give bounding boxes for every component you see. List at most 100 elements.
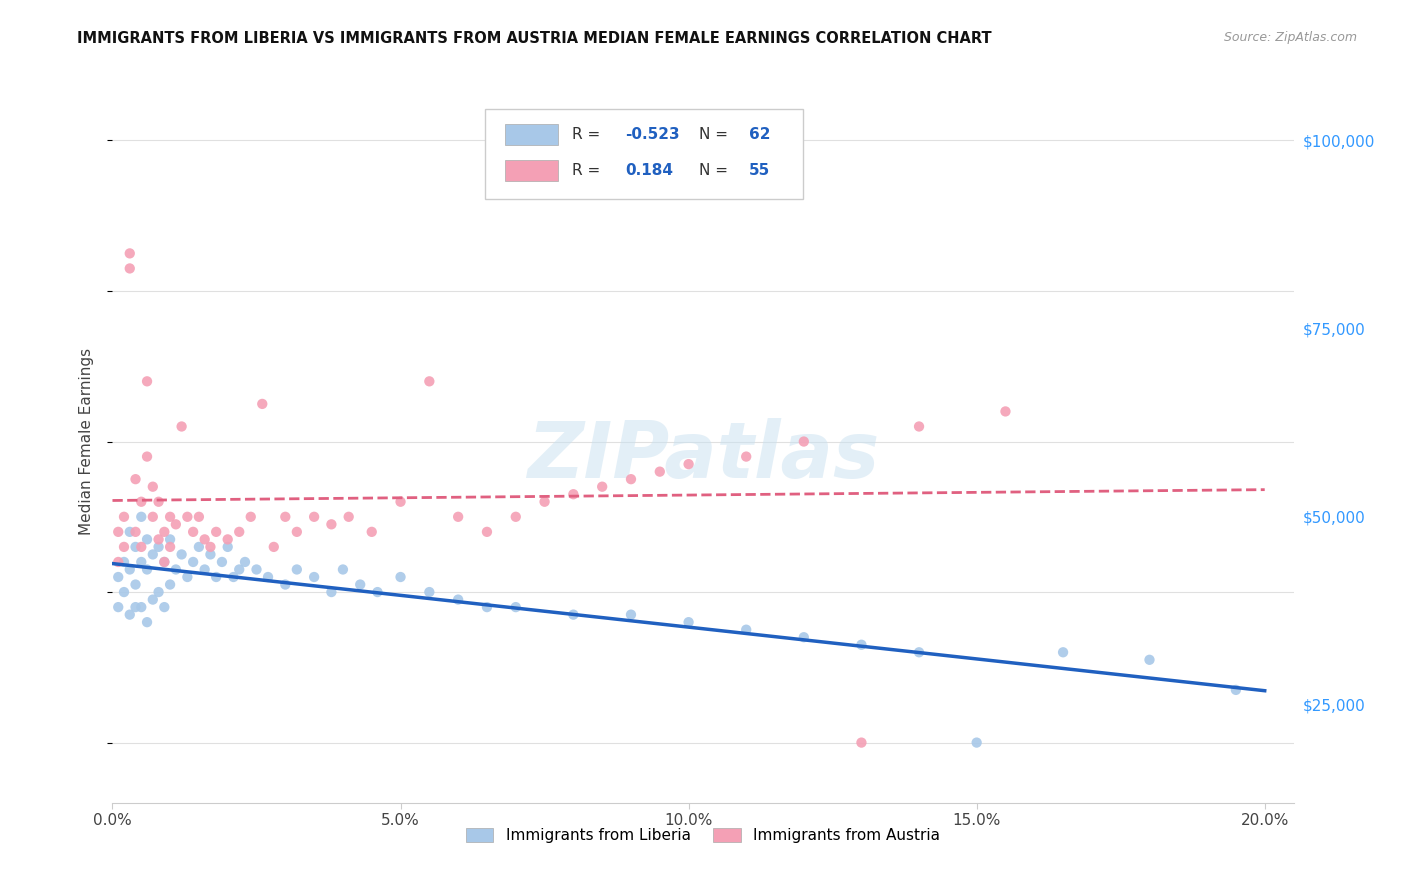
Point (239, 509, 262, 524)
Point (321, 585, 343, 599)
Point (321, 517, 343, 532)
Point (475, 600, 498, 615)
Point (205, 524, 228, 539)
Point (211, 555, 233, 569)
Point (112, 509, 135, 524)
Point (112, 585, 135, 599)
Point (263, 540, 285, 554)
Text: 0.184: 0.184 (626, 163, 673, 178)
Point (620, 607, 643, 622)
Point (181, 555, 204, 569)
Point (349, 577, 371, 591)
Point (257, 570, 280, 584)
Point (505, 509, 527, 524)
Point (620, 472, 643, 486)
Point (170, 548, 193, 562)
Point (228, 524, 250, 539)
Y-axis label: Median Female Earnings: Median Female Earnings (79, 348, 94, 535)
Point (118, 562, 141, 576)
Point (112, 540, 135, 554)
Point (136, 374, 159, 388)
Point (112, 555, 135, 569)
Point (129, 555, 152, 569)
Point (200, 540, 222, 554)
Point (1225, 682, 1247, 697)
Point (136, 562, 159, 576)
Point (533, 494, 555, 508)
Point (505, 600, 527, 615)
Point (562, 487, 585, 501)
Point (107, 555, 129, 569)
Point (107, 524, 129, 539)
Point (591, 480, 613, 494)
Point (107, 570, 129, 584)
Point (793, 630, 815, 644)
Point (735, 450, 758, 464)
Point (217, 540, 239, 554)
Point (389, 570, 412, 584)
Point (222, 570, 245, 584)
Point (148, 494, 170, 508)
Point (285, 524, 308, 539)
Point (153, 600, 176, 615)
Point (648, 465, 671, 479)
FancyBboxPatch shape (485, 109, 803, 200)
Point (389, 494, 412, 508)
Point (302, 509, 325, 524)
Point (1052, 645, 1074, 659)
Point (1139, 653, 1161, 667)
Point (418, 374, 440, 388)
Point (142, 592, 165, 607)
Point (562, 607, 585, 622)
Point (124, 577, 146, 591)
Legend: Immigrants from Liberia, Immigrants from Austria: Immigrants from Liberia, Immigrants from… (460, 822, 946, 849)
Point (252, 397, 274, 411)
Point (136, 615, 159, 630)
Point (851, 638, 873, 652)
Point (142, 548, 165, 562)
Text: -0.523: -0.523 (626, 127, 679, 142)
Point (148, 540, 170, 554)
Point (153, 555, 176, 569)
Point (233, 555, 256, 569)
Point (228, 562, 250, 576)
Point (194, 562, 217, 576)
Point (678, 457, 700, 471)
Point (194, 533, 217, 547)
Point (285, 562, 308, 576)
Text: ZIPatlas: ZIPatlas (527, 418, 879, 494)
Point (418, 585, 440, 599)
Point (165, 517, 187, 532)
Text: R =: R = (572, 127, 605, 142)
Point (118, 607, 141, 622)
Point (124, 540, 146, 554)
Point (908, 419, 931, 434)
Point (159, 533, 181, 547)
Point (129, 540, 152, 554)
Point (187, 509, 209, 524)
Point (159, 577, 181, 591)
Point (124, 600, 146, 615)
Point (159, 509, 181, 524)
Point (793, 434, 815, 449)
Point (302, 570, 325, 584)
Text: N =: N = (699, 127, 734, 142)
Text: R =: R = (572, 163, 605, 178)
Point (165, 562, 187, 576)
Text: IMMIGRANTS FROM LIBERIA VS IMMIGRANTS FROM AUSTRIA MEDIAN FEMALE EARNINGS CORREL: IMMIGRANTS FROM LIBERIA VS IMMIGRANTS FR… (77, 31, 993, 46)
Point (124, 524, 146, 539)
Point (176, 570, 198, 584)
Text: 55: 55 (749, 163, 770, 178)
Point (851, 735, 873, 749)
FancyBboxPatch shape (505, 160, 558, 181)
Point (129, 494, 152, 508)
Point (475, 524, 498, 539)
Point (107, 600, 129, 615)
Text: 62: 62 (749, 127, 770, 142)
Text: Source: ZipAtlas.com: Source: ZipAtlas.com (1223, 31, 1357, 45)
Point (118, 246, 141, 260)
Point (245, 562, 267, 576)
Point (360, 524, 382, 539)
Point (678, 615, 700, 630)
Point (153, 555, 176, 569)
